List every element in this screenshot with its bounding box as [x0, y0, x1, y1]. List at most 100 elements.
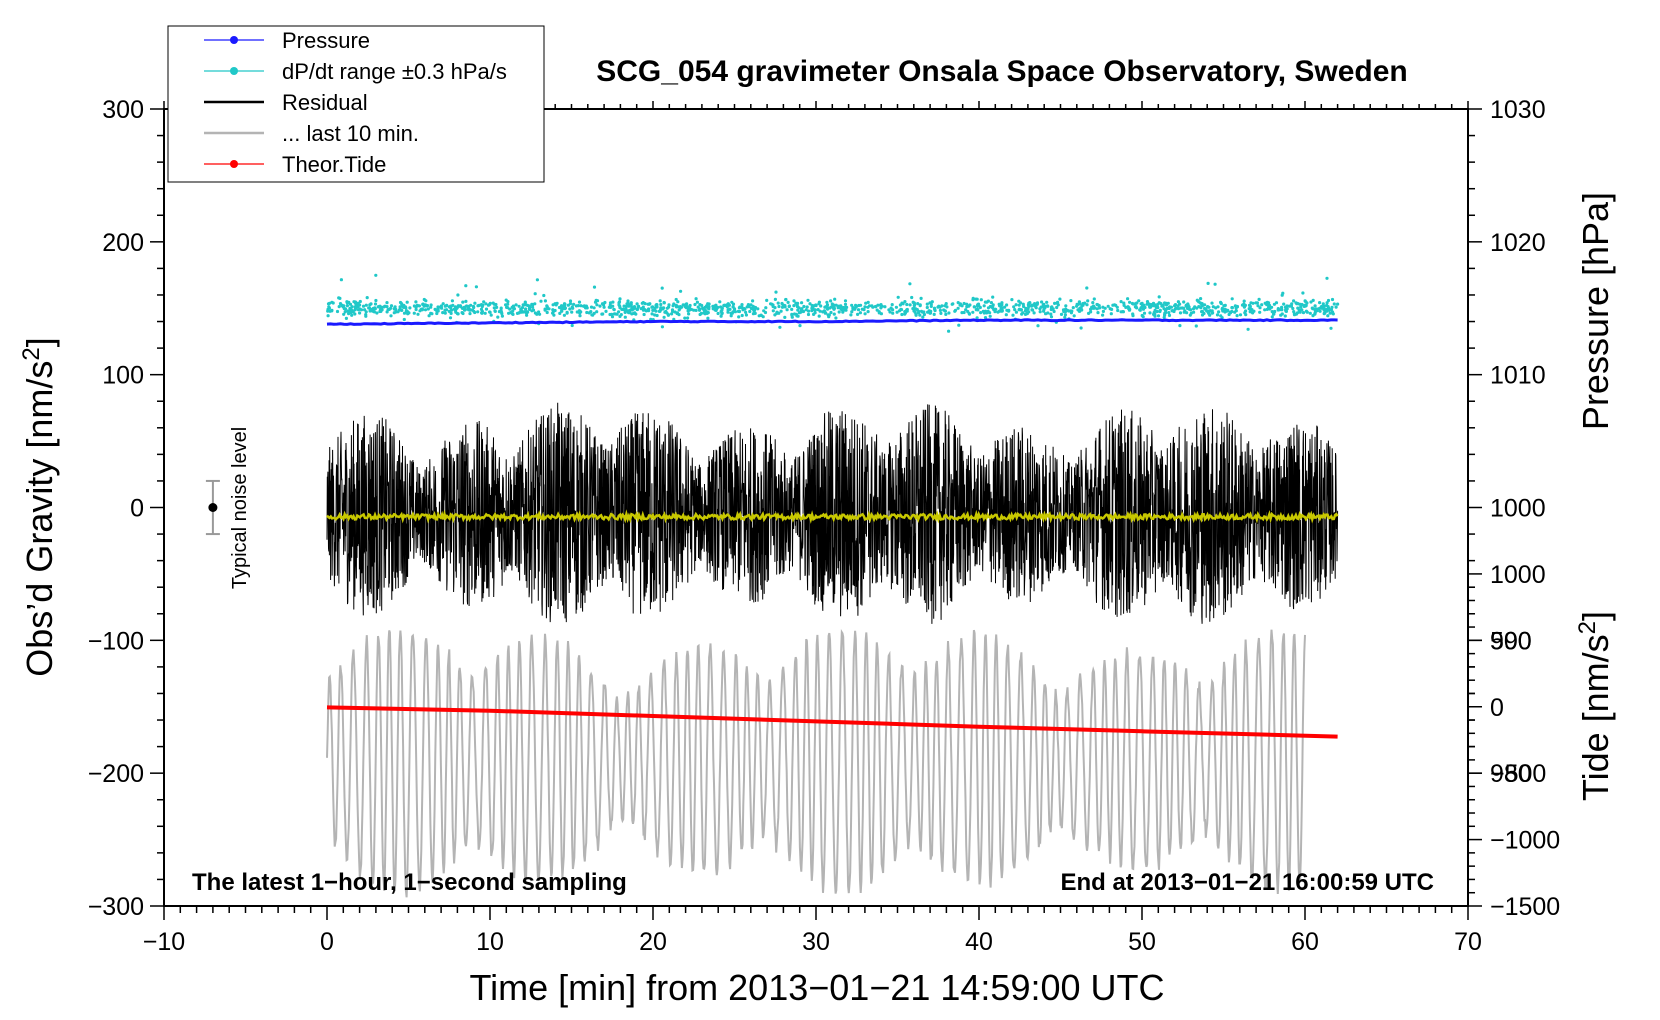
dpdt-point: [1268, 306, 1272, 310]
dpdt-point: [640, 301, 644, 305]
series-dpdt: [326, 273, 1340, 333]
dpdt-point: [722, 304, 726, 308]
dpdt-point: [570, 305, 574, 309]
dpdt-point: [1005, 303, 1009, 307]
dpdt-point: [551, 303, 555, 307]
dpdt-point: [560, 309, 564, 313]
dpdt-point: [1042, 302, 1046, 306]
dpdt-point: [1075, 302, 1079, 306]
dpdt-point: [1230, 297, 1234, 301]
dpdt-point: [1254, 301, 1258, 305]
dpdt-point: [423, 308, 428, 312]
dpdt-point: [903, 300, 907, 304]
noise-indicator: [205, 479, 220, 536]
dpdt-point: [740, 305, 744, 309]
dpdt-point: [1283, 314, 1287, 318]
dpdt-point: [1011, 313, 1015, 317]
dpdt-point: [1126, 297, 1130, 301]
dpdt-point: [335, 309, 340, 314]
dpdt-point: [1017, 299, 1021, 303]
dpdt-point: [603, 300, 607, 305]
dpdt-point: [662, 301, 666, 305]
dpdt-point: [891, 308, 895, 312]
dpdt-point: [372, 310, 376, 314]
dpdt-point: [1148, 304, 1152, 308]
dpdt-point: [1178, 302, 1182, 306]
dpdt-point: [1042, 309, 1046, 313]
dpdt-point: [1173, 303, 1178, 307]
dpdt-point: [1081, 302, 1085, 306]
dpdt-point: [729, 314, 733, 318]
dpdt-point: [630, 307, 634, 311]
dpdt-point: [1310, 306, 1314, 310]
dpdt-point: [1272, 310, 1276, 314]
dpdt-point: [608, 303, 612, 307]
dpdt-point: [947, 329, 951, 333]
dpdt-point: [406, 312, 410, 316]
dpdt-point: [426, 307, 430, 311]
dpdt-point: [604, 309, 608, 313]
dpdt-point: [402, 311, 407, 315]
dpdt-point: [514, 303, 518, 307]
dpdt-point: [922, 312, 927, 317]
dpdt-point: [463, 307, 467, 311]
dpdt-point: [871, 305, 875, 309]
dpdt-point: [753, 305, 758, 310]
dpdt-point: [834, 303, 838, 307]
dpdt-point: [623, 315, 627, 319]
dpdt-point: [794, 312, 799, 316]
dpdt-point: [679, 289, 683, 293]
dpdt-point: [744, 310, 748, 314]
dpdt-point: [794, 301, 798, 305]
dpdt-point: [979, 298, 983, 302]
dpdt-point: [1263, 308, 1267, 312]
dpdt-point: [965, 305, 969, 309]
dpdt-point: [539, 299, 543, 303]
dpdt-point: [1156, 314, 1161, 318]
dpdt-point: [908, 282, 912, 286]
dpdt-point: [393, 305, 397, 309]
dpdt-point: [1194, 324, 1198, 328]
dpdt-point: [1046, 311, 1050, 315]
dpdt-point: [402, 317, 406, 322]
dpdt-point: [698, 312, 702, 317]
dpdt-point: [1079, 326, 1083, 330]
dpdt-point: [387, 307, 391, 311]
dpdt-point: [916, 311, 921, 315]
dpdt-point: [1301, 311, 1306, 315]
dpdt-point: [353, 306, 358, 311]
dpdt-point: [1182, 300, 1186, 304]
dpdt-point: [343, 310, 347, 314]
x-tick-label: 0: [320, 928, 334, 956]
dpdt-point: [427, 314, 431, 318]
dpdt-point: [1109, 312, 1113, 316]
dpdt-point: [414, 300, 418, 304]
dpdt-point: [891, 311, 895, 315]
dpdt-point: [1265, 307, 1269, 311]
dpdt-point: [1285, 304, 1289, 308]
dpdt-point: [331, 301, 335, 305]
dpdt-point: [566, 303, 571, 307]
dpdt-point: [806, 298, 810, 302]
tide-tick-label: −500: [1490, 760, 1546, 788]
dpdt-point: [436, 305, 440, 309]
dpdt-point: [1323, 311, 1327, 315]
dpdt-point: [1202, 311, 1206, 316]
dpdt-point: [665, 306, 669, 310]
dpdt-point: [460, 311, 464, 315]
dpdt-point: [483, 311, 487, 315]
dpdt-point: [943, 309, 947, 313]
dpdt-point: [965, 302, 969, 306]
dpdt-point: [342, 312, 346, 316]
dpdt-point: [1250, 308, 1254, 312]
dpdt-point: [412, 311, 416, 315]
y-axis-title-pressure: Pressure [hPa]: [1575, 192, 1616, 430]
dpdt-point: [659, 302, 663, 307]
x-tick-label: 10: [476, 928, 504, 956]
dpdt-point: [408, 306, 412, 310]
dpdt-point: [535, 278, 540, 282]
dpdt-point: [913, 310, 917, 314]
dpdt-point: [600, 302, 605, 306]
dpdt-point: [474, 285, 478, 289]
